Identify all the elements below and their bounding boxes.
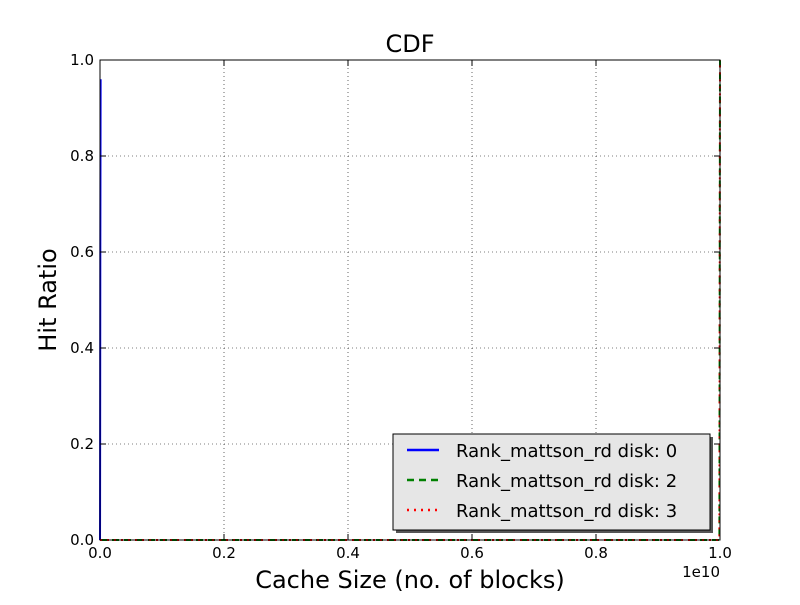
legend-label: Rank_mattson_rd disk: 3 [456, 501, 677, 522]
legend-label: Rank_mattson_rd disk: 2 [456, 471, 677, 492]
y-tick-label: 0.6 [70, 243, 94, 261]
y-tick-label: 0.2 [70, 435, 94, 453]
y-axis-label: Hit Ratio [34, 248, 62, 351]
axis-ticks: 0.0 0.2 0.4 0.6 0.8 1.0 0.0 0.2 0.4 0.6 0.8 1.0 [70, 51, 732, 562]
y-tick-label: 1.0 [70, 51, 94, 69]
x-tick-label: 0.2 [212, 544, 236, 562]
plot-frame [99, 59, 721, 541]
x-tick-label: 0.0 [88, 544, 112, 562]
chart-title: CDF [385, 30, 434, 58]
x-tick-label: 0.8 [584, 544, 608, 562]
x-axis-label: Cache Size (no. of blocks) [255, 566, 565, 594]
legend: Rank_mattson_rd disk: 0 Rank_mattson_rd d… [392, 433, 713, 533]
x-axis-offset-label: 1e10 [682, 563, 720, 581]
y-tick-label: 0.0 [70, 531, 94, 549]
legend-label: Rank_mattson_rd disk: 0 [456, 441, 677, 462]
x-tick-label: 0.4 [336, 544, 360, 562]
x-tick-label: 0.6 [460, 544, 484, 562]
legend-box [392, 433, 711, 531]
y-tick-label: 0.8 [70, 147, 94, 165]
y-tick-label: 0.4 [70, 339, 94, 357]
x-tick-label: 1.0 [708, 544, 732, 562]
